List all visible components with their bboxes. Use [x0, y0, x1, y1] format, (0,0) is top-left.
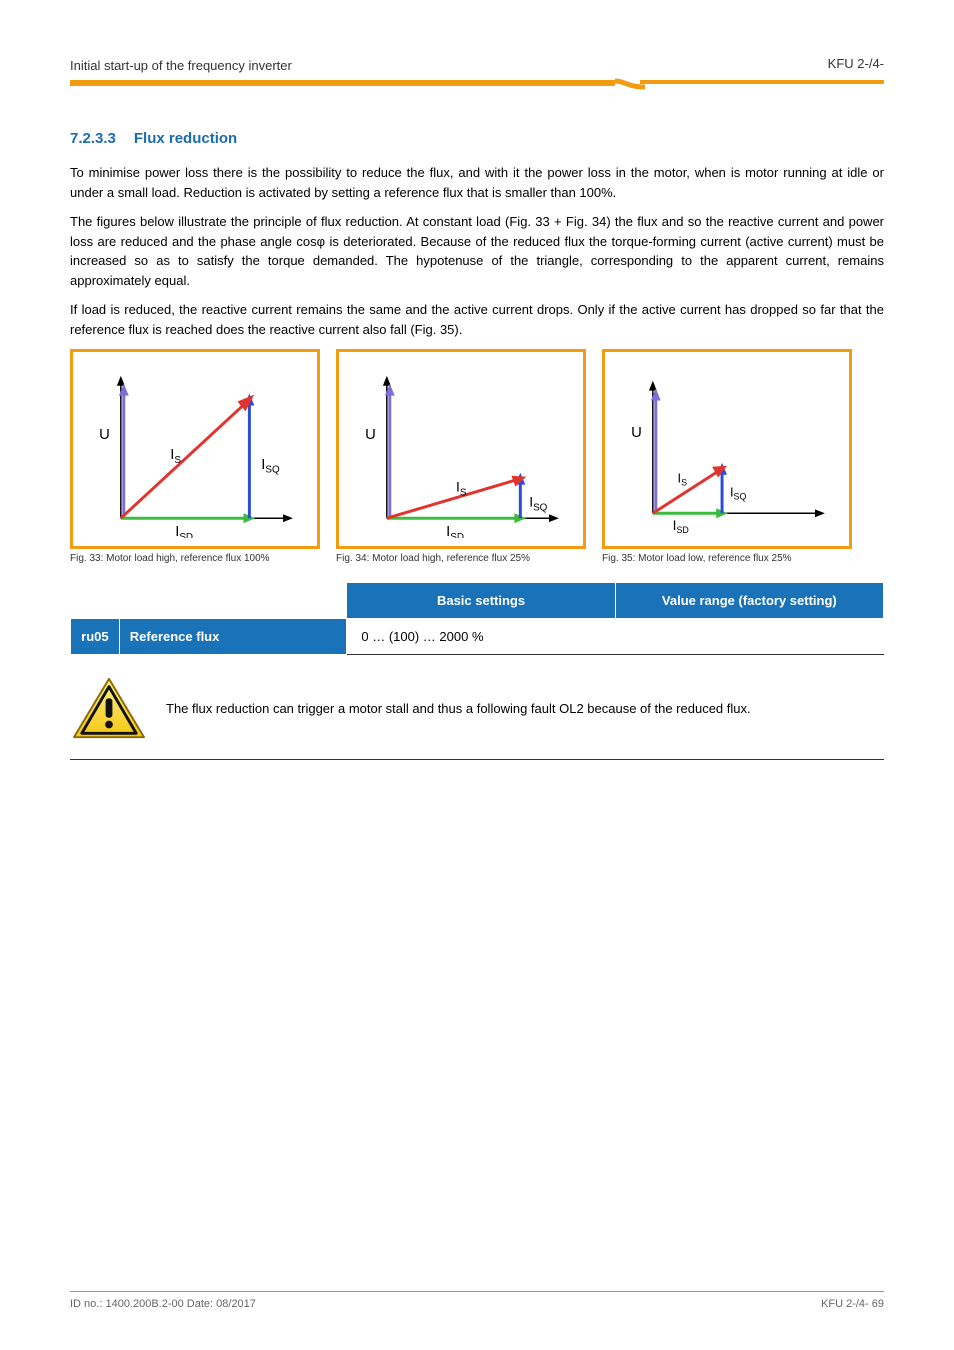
th-value: Value range (factory setting)	[615, 583, 883, 619]
table-row: ru05 Reference flux 0 … (100) … 2000 %	[71, 619, 884, 655]
svg-text:U: U	[631, 425, 642, 441]
header-right: KFU 2-/4-	[828, 56, 884, 71]
intro-para-2: The figures below illustrate the princip…	[70, 212, 884, 290]
warning-icon	[70, 675, 148, 743]
header-left: Initial start-up of the frequency invert…	[70, 58, 292, 73]
diagrams-row: U IS ISQ ISD	[70, 349, 884, 549]
phi-symbol: φ	[317, 234, 325, 249]
svg-text:ISD: ISD	[446, 524, 464, 538]
captions-row: Fig. 33: Motor load high, reference flux…	[70, 553, 884, 564]
warning-text: The flux reduction can trigger a motor s…	[166, 699, 884, 719]
warning-row: The flux reduction can trigger a motor s…	[70, 667, 884, 760]
settings-table: Basic settings Value range (factory sett…	[70, 582, 884, 655]
caption-2: Fig. 34: Motor load high, reference flux…	[336, 553, 586, 564]
caption-3: Fig. 35: Motor load low, reference flux …	[602, 553, 852, 564]
cell-prefix: ru05	[71, 619, 120, 655]
svg-text:ISD: ISD	[175, 524, 193, 538]
svg-text:IS: IS	[170, 447, 181, 466]
diagram-3: U IS ISQ ISD	[602, 349, 852, 549]
svg-text:ISQ: ISQ	[730, 484, 746, 501]
cell-value: 0 … (100) … 2000 %	[347, 619, 884, 655]
page-footer: ID no.: 1400.200B.2-00 Date: 08/2017 KFU…	[70, 1291, 884, 1310]
diagram-2: U IS ISQ ISD	[336, 349, 586, 549]
table-header-row: Basic settings Value range (factory sett…	[71, 583, 884, 619]
caption-1: Fig. 33: Motor load high, reference flux…	[70, 553, 320, 564]
svg-text:ISD: ISD	[673, 517, 689, 535]
cell-name: Reference flux	[119, 619, 347, 655]
svg-text:IS: IS	[678, 471, 688, 488]
th-basic: Basic settings	[347, 583, 615, 619]
header-rule	[70, 80, 884, 86]
svg-text:U: U	[99, 427, 110, 443]
svg-text:ISQ: ISQ	[261, 457, 280, 476]
svg-text:IS: IS	[456, 479, 467, 499]
intro-para-3: If load is reduced, the reactive current…	[70, 300, 884, 339]
section-title: Flux reduction	[134, 130, 237, 147]
intro-para-1: To minimise power loss there is the poss…	[70, 163, 884, 202]
svg-text:ISQ: ISQ	[529, 493, 547, 513]
svg-text:U: U	[365, 427, 376, 443]
footer-left: ID no.: 1400.200B.2-00 Date: 08/2017	[70, 1298, 256, 1310]
diagram-1: U IS ISQ ISD	[70, 349, 320, 549]
section-number: 7.2.3.3	[70, 130, 116, 147]
footer-right: KFU 2-/4- 69	[821, 1298, 884, 1310]
